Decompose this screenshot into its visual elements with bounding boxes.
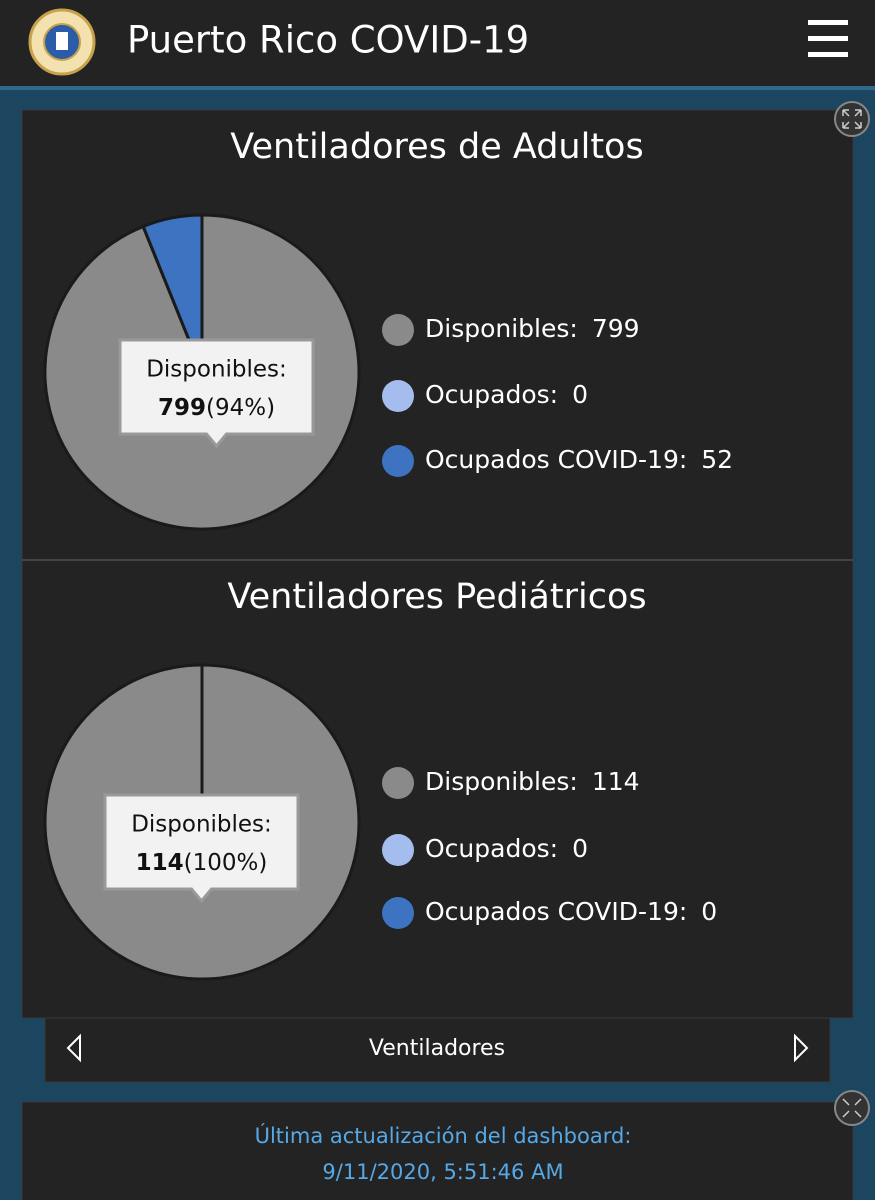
expand-button[interactable] (834, 1090, 870, 1126)
pie-slice (141, 213, 204, 374)
legend-entry: Ocupados: 0 (425, 834, 588, 863)
tooltip-value: 114(100%) (136, 850, 268, 876)
legend-label: Disponibles: (425, 767, 578, 796)
legend-marker (382, 834, 414, 866)
header-bar (0, 0, 875, 86)
legend-marker (382, 380, 414, 412)
legend-marker (382, 314, 414, 346)
header-border (0, 86, 875, 90)
app-title: Puerto Rico COVID-19 (127, 19, 529, 62)
tooltip-percent: (94%) (206, 395, 275, 421)
tooltip-value: 799(94%) (158, 395, 275, 421)
legend-marker (382, 445, 414, 477)
legend-value: 0 (572, 834, 588, 863)
tooltip-box (118, 338, 315, 449)
legend-value: 0 (701, 897, 717, 926)
tooltip-label: Disponibles: (146, 357, 287, 383)
tooltip-count: 114 (136, 850, 184, 876)
tooltip-label: Disponibles: (131, 812, 272, 838)
update-label: Última actualización del dashboard: (255, 1123, 632, 1148)
legend-entry: Disponibles: 114 (425, 767, 640, 796)
legend-label: Ocupados: (425, 380, 558, 409)
update-time: 9/11/2020, 5:51:46 AM (322, 1160, 563, 1184)
chart-title: Ventiladores Pediátricos (227, 577, 646, 617)
legend-marker (382, 767, 414, 799)
legend-label: Disponibles: (425, 314, 578, 343)
legend-value: 114 (592, 767, 640, 796)
next-button[interactable] (794, 1033, 809, 1063)
legend-value: 0 (572, 380, 588, 409)
footer-panel (21, 1101, 854, 1200)
tooltip-percent: (100%) (184, 850, 268, 876)
nav-label: Ventiladores (369, 1036, 505, 1061)
legend-label: Ocupados COVID-19: (425, 897, 687, 926)
legend-entry: Disponibles: 799 (425, 314, 640, 343)
tooltip-count: 799 (158, 395, 206, 421)
legend-label: Ocupados COVID-19: (425, 445, 687, 474)
legend-value: 799 (592, 314, 640, 343)
legend-entry: Ocupados COVID-19: 52 (425, 445, 733, 474)
menu-button[interactable] (808, 20, 848, 57)
prev-button[interactable] (66, 1033, 81, 1063)
tooltip-box (103, 793, 300, 904)
expand-button[interactable] (834, 101, 870, 137)
legend-marker (382, 897, 414, 929)
legend-value: 52 (701, 445, 733, 474)
nav-bar (44, 1017, 831, 1083)
legend-entry: Ocupados: 0 (425, 380, 588, 409)
logo (28, 8, 96, 76)
legend-entry: Ocupados COVID-19: 0 (425, 897, 717, 926)
chart-title: Ventiladores de Adultos (230, 127, 643, 167)
legend-label: Ocupados: (425, 834, 558, 863)
